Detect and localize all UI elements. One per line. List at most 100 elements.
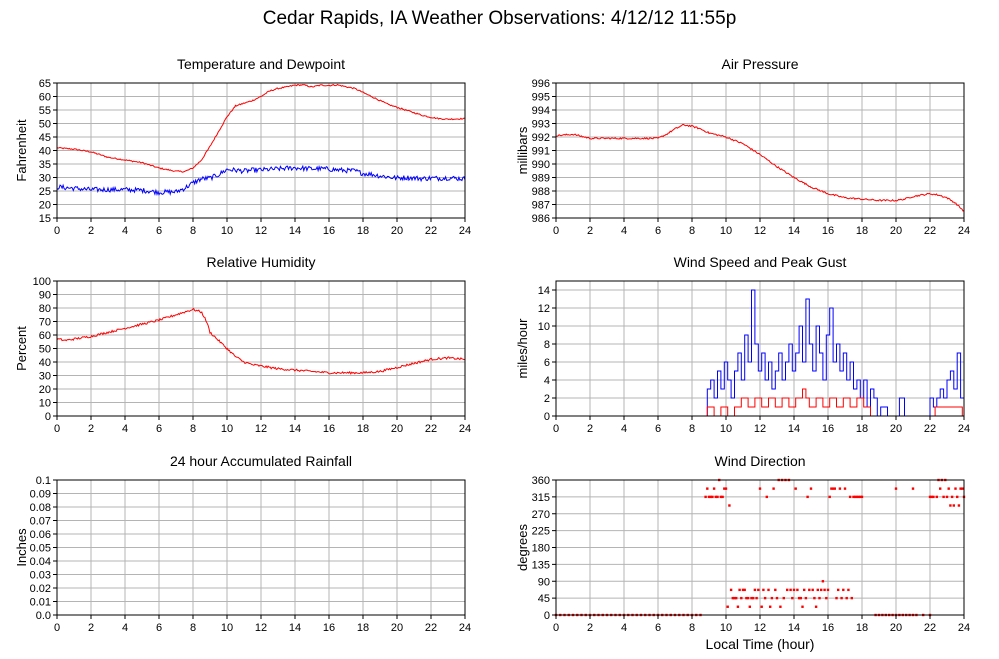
y-tick-label: 0.01: [30, 597, 51, 609]
y-tick-label: 990: [532, 159, 550, 171]
chart-title: Relative Humidity: [207, 254, 316, 270]
x-tick-label: 2: [587, 225, 593, 237]
chart-title: Wind Speed and Peak Gust: [674, 254, 847, 270]
data-point: [816, 588, 819, 592]
y-tick-label: 30: [39, 371, 51, 383]
x-tick-label: 22: [924, 225, 936, 237]
data-point: [959, 487, 962, 490]
chart-title: 24 hour Accumulated Rainfall: [170, 453, 352, 469]
data-point: [825, 596, 828, 600]
data-point: [740, 596, 743, 600]
data-point: [786, 588, 789, 592]
data-point: [794, 487, 797, 490]
data-point: [961, 487, 964, 490]
series-line-0: [556, 123, 965, 212]
x-tick-label: 18: [357, 423, 369, 435]
y-tick-label: 60: [39, 330, 51, 342]
x-tick-label: 16: [323, 225, 335, 237]
y-tick-label: 225: [532, 526, 550, 538]
data-point: [847, 588, 850, 592]
data-point: [950, 495, 954, 499]
data-point: [947, 487, 950, 490]
y-tick-label: 14: [538, 285, 550, 297]
data-point: [728, 504, 731, 507]
y-tick-label: 0: [45, 411, 51, 423]
y-tick-label: 987: [532, 200, 550, 212]
data-point: [830, 487, 833, 490]
data-point: [731, 596, 734, 600]
data-point: [797, 596, 801, 600]
series-line-1: [556, 388, 965, 417]
data-point: [763, 596, 767, 600]
x-tick-label: 12: [255, 225, 267, 237]
y-tick-label: 993: [532, 119, 550, 131]
y-tick-label: 20: [39, 200, 51, 212]
x-tick-label: 0: [553, 225, 559, 237]
y-tick-label: 0.07: [30, 516, 51, 528]
data-point: [854, 495, 857, 499]
data-point: [735, 596, 738, 600]
data-point: [760, 605, 763, 608]
x-tick-label: 6: [156, 423, 162, 435]
y-tick-label: 90: [538, 576, 550, 588]
x-tick-label: 14: [289, 622, 301, 634]
data-point: [930, 495, 933, 499]
data-point: [814, 605, 818, 608]
data-point: [746, 596, 750, 600]
data-point: [813, 596, 816, 600]
y-tick-label: 12: [538, 303, 550, 315]
x-tick-label: 20: [890, 622, 902, 634]
x-tick-label: 20: [391, 622, 403, 634]
data-point: [704, 495, 707, 499]
data-point: [859, 495, 862, 499]
chart-title: Temperature and Dewpoint: [177, 56, 345, 72]
x-tick-label: 10: [221, 423, 233, 435]
y-tick-label: 996: [532, 78, 550, 90]
x-tick-label: 20: [391, 423, 403, 435]
data-point: [738, 588, 741, 592]
x-tick-label: 0: [553, 423, 559, 435]
data-point: [828, 495, 831, 499]
x-tick-label: 12: [754, 423, 766, 435]
x-tick-label: 10: [720, 622, 732, 634]
x-tick-label: 2: [587, 423, 593, 435]
data-point: [772, 487, 775, 490]
data-point: [954, 487, 957, 490]
data-point: [957, 504, 961, 507]
data-point: [750, 596, 753, 600]
data-point: [952, 504, 955, 507]
data-point: [803, 588, 806, 592]
data-point: [712, 487, 716, 490]
data-point: [757, 588, 760, 592]
data-point: [949, 504, 952, 507]
x-tick-label: 20: [890, 225, 902, 237]
x-tick-label: 22: [924, 423, 936, 435]
x-tick-label: 8: [190, 225, 196, 237]
data-point: [911, 487, 915, 490]
x-tick-label: 4: [621, 423, 627, 435]
x-tick-label: 12: [754, 225, 766, 237]
data-point: [843, 487, 847, 490]
y-axis-title: miles/hour: [515, 318, 530, 379]
data-point: [791, 596, 794, 600]
data-point: [823, 588, 826, 592]
y-tick-label: 135: [532, 559, 550, 571]
data-point: [850, 596, 853, 600]
x-tick-label: 6: [655, 622, 661, 634]
data-point: [792, 588, 796, 592]
x-tick-label: 22: [425, 423, 437, 435]
x-tick-label: 20: [391, 225, 403, 237]
x-tick-label: 0: [54, 225, 60, 237]
data-point: [820, 588, 823, 592]
data-point: [860, 495, 864, 499]
data-point: [779, 605, 782, 608]
data-point: [782, 596, 785, 600]
data-point: [733, 596, 736, 600]
y-tick-label: 80: [39, 303, 51, 315]
x-tick-label: 14: [788, 225, 800, 237]
data-point: [723, 487, 726, 490]
data-point: [711, 495, 714, 499]
